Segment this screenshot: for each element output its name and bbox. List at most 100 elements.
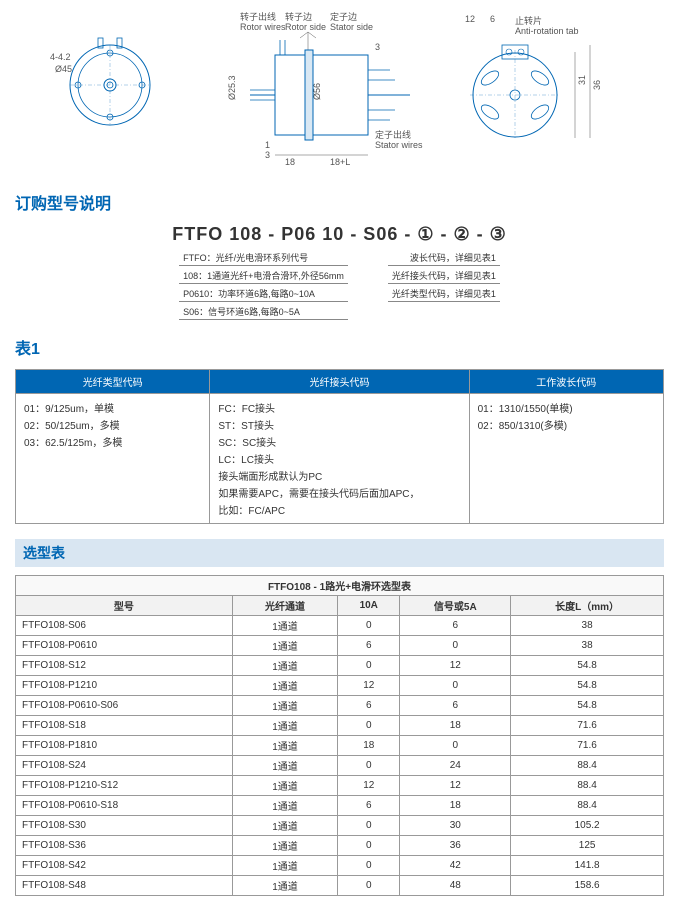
table-cell: FTFO108-S18: [16, 716, 233, 736]
table-cell: 141.8: [511, 856, 664, 876]
table-row: FTFO108-S181通道01871.6: [16, 716, 664, 736]
order-legend-right: 波长代码，详细见表1 光纤接头代码，详细见表1 光纤类型代码，详细见表1: [388, 250, 500, 320]
table1-cell-line: 比如：FC/APC: [218, 502, 460, 517]
table-row: FTFO108-P0610-S181通道61888.4: [16, 796, 664, 816]
table-cell: 54.8: [511, 656, 664, 676]
order-legend-left: FTFO：光纤/光电滑环系列代号108：1通道光纤+电滑合滑环,外径56mmP0…: [179, 250, 348, 320]
table1-cell-line: SC：SC接头: [218, 434, 460, 449]
svg-text:Ø25.3: Ø25.3: [227, 75, 237, 100]
svg-text:转子出线: 转子出线: [240, 11, 276, 22]
side-view-drawing: 转子出线 Rotor wires 转子边 Rotor side 定子边 Stat…: [180, 10, 440, 170]
table-cell: 1通道: [232, 836, 337, 856]
svg-text:31: 31: [577, 75, 587, 85]
selection-header: 光纤通道: [232, 596, 337, 616]
svg-text:Anti-rotation tab: Anti-rotation tab: [515, 26, 579, 36]
table-cell: 1通道: [232, 716, 337, 736]
order-note: P0610：功率环道6路,每路0~10A: [179, 286, 348, 302]
table-row: FTFO108-S121通道01254.8: [16, 656, 664, 676]
table-cell: 18: [338, 736, 400, 756]
table-cell: FTFO108-S48: [16, 876, 233, 896]
svg-text:Rotor side: Rotor side: [285, 22, 326, 32]
table1-cell-line: LC：LC接头: [218, 451, 460, 466]
svg-text:定子出线: 定子出线: [375, 129, 411, 140]
svg-text:Stator side: Stator side: [330, 22, 373, 32]
svg-text:转子边: 转子边: [285, 11, 312, 22]
table-cell: 42: [400, 856, 511, 876]
table-row: FTFO108-S361通道036125: [16, 836, 664, 856]
selection-table-caption: FTFO108 - 1路光+电滑环选型表: [16, 576, 664, 596]
table-cell: 1通道: [232, 816, 337, 836]
table-cell: 1通道: [232, 656, 337, 676]
table1-header: 光纤类型代码: [16, 370, 210, 394]
table-cell: FTFO108-S42: [16, 856, 233, 876]
table-row: FTFO108-S301通道030105.2: [16, 816, 664, 836]
table-cell: 71.6: [511, 736, 664, 756]
table-cell: 0: [338, 836, 400, 856]
selection-table: FTFO108 - 1路光+电滑环选型表 型号光纤通道10A信号或5A长度L（m…: [15, 575, 664, 896]
table-row: FTFO108-S241通道02488.4: [16, 756, 664, 776]
table-cell: 125: [511, 836, 664, 856]
table1-cell-line: 01：1310/1550(单模): [478, 400, 655, 415]
order-note: 波长代码，详细见表1: [388, 250, 500, 266]
table-cell: FTFO108-S12: [16, 656, 233, 676]
table-cell: 1通道: [232, 756, 337, 776]
table1-cell-line: 03：62.5/125m，多模: [24, 434, 201, 449]
svg-text:定子边: 定子边: [330, 11, 357, 22]
table-cell: 18: [400, 716, 511, 736]
table-cell: FTFO108-S24: [16, 756, 233, 776]
table-cell: 1通道: [232, 636, 337, 656]
table-cell: 6: [338, 796, 400, 816]
table-row: FTFO108-P18101通道18071.6: [16, 736, 664, 756]
table-cell: 48: [400, 876, 511, 896]
table-cell: FTFO108-P0610-S18: [16, 796, 233, 816]
table-cell: 36: [400, 836, 511, 856]
dim-4-4-2: 4-4.2: [50, 52, 71, 62]
table-row: FTFO108-S061通道0638: [16, 616, 664, 636]
table-cell: 0: [338, 616, 400, 636]
table-cell: 30: [400, 816, 511, 836]
technical-drawings: 4-4.2 Ø45 转子出线 Rotor wires 转子边 Rotor sid…: [15, 10, 664, 170]
dim-d45: Ø45: [55, 64, 72, 74]
order-code-string: FTFO 108 - P06 10 - S06 - ① - ② - ③: [15, 224, 664, 245]
svg-text:3: 3: [375, 42, 380, 52]
table-cell: 6: [400, 696, 511, 716]
order-note: FTFO：光纤/光电滑环系列代号: [179, 250, 348, 266]
table-cell: 1通道: [232, 796, 337, 816]
table-cell: 1通道: [232, 856, 337, 876]
selection-header: 信号或5A: [400, 596, 511, 616]
table-row: FTFO108-S481通道048158.6: [16, 876, 664, 896]
table-cell: 12: [400, 776, 511, 796]
table-cell: 71.6: [511, 716, 664, 736]
table-cell: 0: [338, 816, 400, 836]
table-cell: FTFO108-P1210-S12: [16, 776, 233, 796]
order-note: 光纤接头代码，详细见表1: [388, 268, 500, 284]
table-cell: 1通道: [232, 696, 337, 716]
selection-header: 长度L（mm）: [511, 596, 664, 616]
table-row: FTFO108-P06101通道6038: [16, 636, 664, 656]
table-cell: 88.4: [511, 776, 664, 796]
table-cell: FTFO108-P0610: [16, 636, 233, 656]
svg-text:12: 12: [465, 14, 475, 24]
table-row: FTFO108-P1210-S121通道121288.4: [16, 776, 664, 796]
table-cell: 0: [400, 676, 511, 696]
table-cell: 0: [400, 636, 511, 656]
table-cell: 6: [338, 636, 400, 656]
table-row: FTFO108-P12101通道12054.8: [16, 676, 664, 696]
table-cell: 18: [400, 796, 511, 816]
table-cell: 0: [338, 716, 400, 736]
table-cell: 0: [338, 876, 400, 896]
code-reference-table: 光纤类型代码光纤接头代码工作波长代码 01：9/125um，单模02：50/12…: [15, 369, 664, 524]
order-note: 光纤类型代码，详细见表1: [388, 286, 500, 302]
table-cell: 12: [400, 656, 511, 676]
table1-cell-line: ST：ST接头: [218, 417, 460, 432]
table-cell: 1通道: [232, 676, 337, 696]
table-row: FTFO108-P0610-S061通道6654.8: [16, 696, 664, 716]
selection-section-title: 选型表: [15, 539, 664, 567]
table-cell: 105.2: [511, 816, 664, 836]
table-cell: 6: [338, 696, 400, 716]
table-cell: 54.8: [511, 696, 664, 716]
table1-cell-line: 02：50/125um，多模: [24, 417, 201, 432]
table1-title: 表1: [15, 335, 664, 359]
table-cell: FTFO108-P1810: [16, 736, 233, 756]
table-cell: 6: [400, 616, 511, 636]
